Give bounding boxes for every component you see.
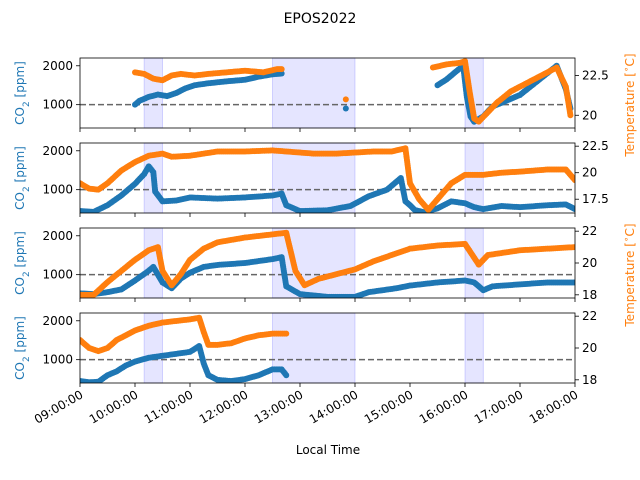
y-axis-label-right: Temperature [∘C] <box>622 223 637 327</box>
shaded-interval <box>272 57 356 129</box>
y-tick-label-right: 22.5 <box>582 139 609 153</box>
y-tick-label-right: 17.5 <box>582 192 609 206</box>
panel-4: 1000 2000 18 20 22 CO2 [ppm] <box>13 309 597 387</box>
panel-frame <box>79 57 576 129</box>
series-temp <box>80 314 290 355</box>
panel-frame <box>79 142 576 214</box>
series-layer <box>132 58 574 125</box>
y-tick-label-left: 2000 <box>42 229 73 243</box>
y-tick-label-left: 1000 <box>42 353 73 367</box>
y-tick-label-right: 22.5 <box>582 69 609 83</box>
figure-title: EPOS2022 <box>284 11 357 27</box>
data-point <box>283 372 290 379</box>
y-tick-label-left: 1000 <box>42 268 73 282</box>
y-tick-label-right: 18 <box>582 288 597 302</box>
series-temp <box>132 58 574 125</box>
y-tick-label-right: 22 <box>582 309 597 323</box>
y-axis-label-left: CO2 [ppm] <box>13 146 32 210</box>
x-axis-label: Local Time <box>296 443 360 457</box>
series-temp <box>80 145 575 213</box>
data-point <box>572 206 575 213</box>
data-point <box>342 105 349 112</box>
shaded-interval <box>464 312 484 384</box>
y-tick-label-right: 20 <box>582 341 597 355</box>
panel-2: 1000 2000 17.5 20 22.5 CO2 [ppm] <box>13 139 609 217</box>
y-tick-label-right: 20 <box>582 166 597 180</box>
series-layer <box>80 229 575 298</box>
y-tick-label-right: 18 <box>582 373 597 387</box>
series-layer <box>80 314 290 383</box>
series-temp <box>80 229 575 298</box>
series-co2 <box>80 163 575 213</box>
data-point <box>567 112 574 119</box>
series-co2 <box>80 343 290 383</box>
panel-1: 1000 2000 20 22.5 CO2 [ppm] Temperature [∘C] <box>13 53 637 157</box>
y-tick-label-right: 20 <box>582 108 597 122</box>
y-tick-label-left: 2000 <box>42 59 73 73</box>
y-tick-label-left: 2000 <box>42 314 73 328</box>
data-point <box>572 177 575 184</box>
y-axis-label-left: CO2 [ppm] <box>13 231 32 295</box>
y-axis-label-left: CO2 [ppm] <box>13 61 32 125</box>
data-point <box>572 244 575 251</box>
y-tick-label-right: 20 <box>582 256 597 270</box>
data-point <box>342 96 349 103</box>
y-tick-label-left: 2000 <box>42 144 73 158</box>
panel-3: 1000 2000 18 20 22 CO2 [ppm] Temperature [∘C] <box>13 223 637 327</box>
y-axis-label-left: CO2 [ppm] <box>13 316 32 380</box>
data-point <box>278 66 285 73</box>
y-tick-label-right: 22 <box>582 224 597 238</box>
y-tick-label-left: 1000 <box>42 183 73 197</box>
y-tick-label-left: 1000 <box>42 98 73 112</box>
series-layer <box>80 145 575 213</box>
data-point <box>283 330 290 337</box>
y-axis-label-right: Temperature [∘C] <box>622 53 637 157</box>
